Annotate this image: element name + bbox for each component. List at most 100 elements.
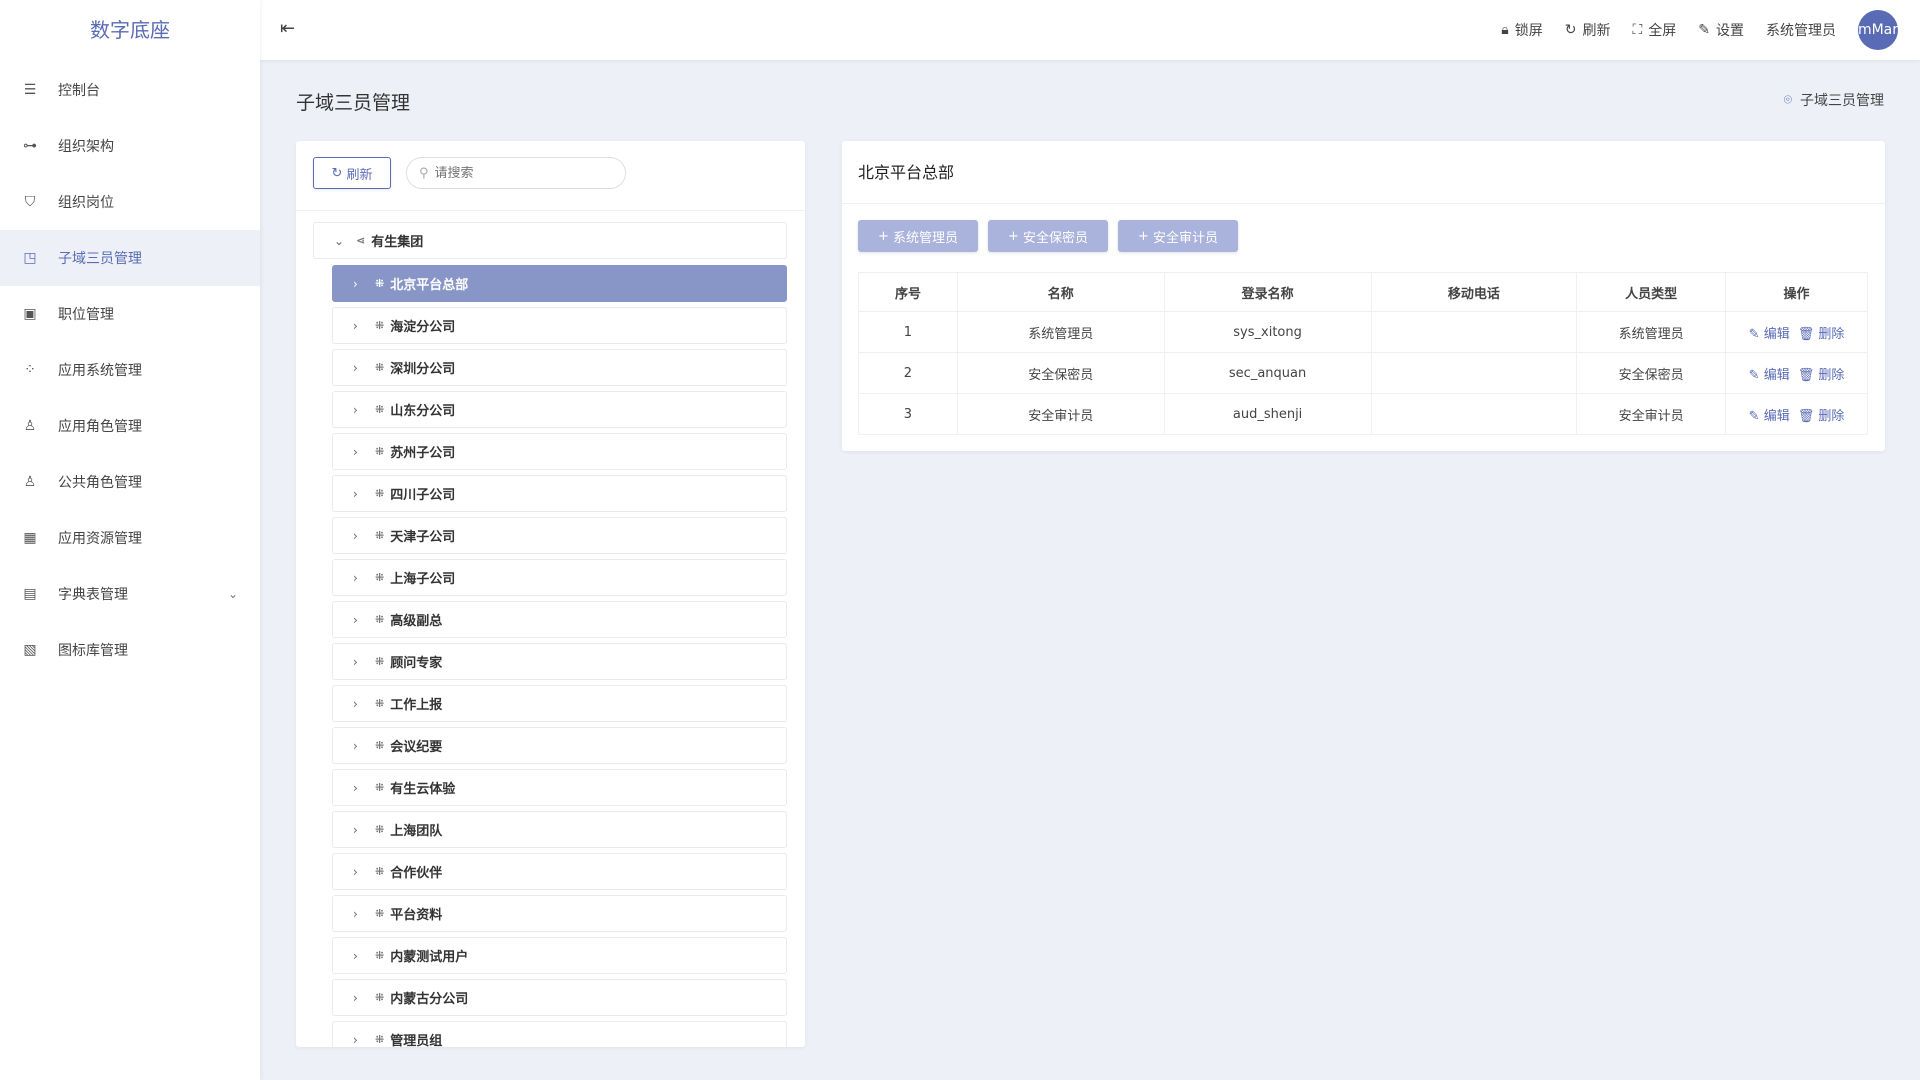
tree-node[interactable]: › ⁜ 顾问专家 (332, 643, 787, 680)
sidebar-item-7[interactable]: ♙ 公共角色管理 (0, 454, 260, 510)
cell-actions: ✎ 编辑 🗑︎ 删除 (1725, 393, 1868, 435)
lock-screen-button[interactable]: 🔒︎ 锁屏 (1501, 20, 1542, 40)
chevron-right-icon[interactable]: › (353, 864, 358, 879)
tree-node-label: 上海团队 (390, 824, 443, 839)
chevron-right-icon[interactable]: › (353, 696, 358, 711)
tree-node[interactable]: › ⁜ 天津子公司 (332, 517, 787, 554)
tree-node[interactable]: › ⁜ 北京平台总部 (332, 265, 787, 302)
chevron-right-icon[interactable]: › (353, 738, 358, 753)
chevron-right-icon[interactable]: › (353, 906, 358, 921)
cell-name: 系统管理员 (956, 311, 1165, 353)
cell-no: 3 (858, 393, 958, 435)
delete-button[interactable]: 🗑︎ 删除 (1798, 327, 1845, 342)
sidebar-item-label: 子域三员管理 (58, 251, 142, 267)
fullscreen-button[interactable]: ⛶ 全屏 (1632, 20, 1676, 40)
cell-phone (1370, 393, 1578, 435)
sidebar-item-6[interactable]: ♙ 应用角色管理 (0, 398, 260, 454)
chevron-right-icon[interactable]: › (353, 318, 358, 333)
tree-node-root[interactable]: ⌄ ⋖ 有生集团 (313, 222, 787, 259)
sidebar-item-4[interactable]: ▣ 职位管理 (0, 286, 260, 342)
delete-button[interactable]: 🗑︎ 删除 (1798, 368, 1845, 383)
add-security-officer-button[interactable]: + 安全保密员 (988, 220, 1108, 252)
add-system-admin-button[interactable]: + 系统管理员 (858, 220, 978, 252)
tree-node[interactable]: › ⁜ 高级副总 (332, 601, 787, 638)
node-icon: ⁜ (375, 781, 385, 794)
chevron-right-icon[interactable]: › (353, 780, 358, 795)
node-icon: ⁜ (375, 487, 385, 500)
tree-node[interactable]: › ⁜ 上海团队 (332, 811, 787, 848)
chevron-right-icon[interactable]: › (353, 654, 358, 669)
tree-node[interactable]: › ⁜ 管理员组 (332, 1021, 787, 1047)
chevron-right-icon[interactable]: › (353, 402, 358, 417)
sidebar-item-1[interactable]: ⊶ 组织架构 (0, 118, 260, 174)
tree-node[interactable]: › ⁜ 四川子公司 (332, 475, 787, 512)
node-icon: ⁜ (375, 277, 385, 290)
edit-button[interactable]: ✎ 编辑 (1749, 327, 1790, 342)
chevron-right-icon[interactable]: › (353, 948, 358, 963)
chevron-right-icon[interactable]: › (353, 444, 358, 459)
id-card-icon: ▣ (23, 306, 37, 322)
tree-node[interactable]: › ⁜ 有生云体验 (332, 769, 787, 806)
chevron-down-icon[interactable]: ⌄ (334, 233, 345, 248)
tree-search-input[interactable] (434, 165, 595, 181)
chevron-down-icon[interactable]: ⌄ (227, 587, 238, 601)
tree-node[interactable]: › ⁜ 上海子公司 (332, 559, 787, 596)
tree-node[interactable]: › ⁜ 深圳分公司 (332, 349, 787, 386)
trash-icon: 🗑︎ (1797, 408, 1815, 424)
chevron-right-icon[interactable]: › (353, 486, 358, 501)
tree-refresh-button[interactable]: ↻ 刷新 (313, 157, 391, 189)
node-icon: ⁜ (375, 739, 385, 752)
user-name[interactable]: 系统管理员 (1766, 23, 1836, 39)
node-icon: ⁜ (375, 949, 385, 962)
sidebar-item-5[interactable]: ⁘ 应用系统管理 (0, 342, 260, 398)
chevron-right-icon[interactable]: › (353, 612, 358, 627)
chevron-right-icon[interactable]: › (353, 570, 358, 585)
column-header: 名称 (956, 272, 1165, 312)
settings-button[interactable]: ✎ 设置 (1698, 20, 1744, 40)
sidebar-item-9[interactable]: ▤ 字典表管理 ⌄ (0, 566, 260, 622)
tree-search[interactable]: ⚲ (406, 157, 626, 189)
tree-node-label: 苏州子公司 (390, 446, 456, 461)
node-icon: ⁜ (375, 697, 385, 710)
edit-button[interactable]: ✎ 编辑 (1749, 409, 1790, 424)
add-security-auditor-button[interactable]: + 安全审计员 (1118, 220, 1238, 252)
refresh-page-button[interactable]: ↻ 刷新 (1565, 20, 1611, 40)
sidebar-item-10[interactable]: ▧ 图标库管理 (0, 622, 260, 678)
sidebar-item-3[interactable]: ◳ 子域三员管理 (0, 230, 260, 286)
delete-label: 删除 (1818, 326, 1845, 342)
chevron-right-icon[interactable]: › (353, 1032, 358, 1047)
chevron-right-icon[interactable]: › (353, 528, 358, 543)
cell-type: 系统管理员 (1576, 311, 1727, 353)
collapse-menu-icon[interactable]: ⇤ (280, 18, 296, 39)
chevron-right-icon[interactable]: › (353, 990, 358, 1005)
tree-node[interactable]: › ⁜ 平台资料 (332, 895, 787, 932)
tree-node[interactable]: › ⁜ 工作上报 (332, 685, 787, 722)
tree-refresh-label: 刷新 (346, 167, 373, 183)
avatar[interactable]: mMar (1858, 10, 1898, 50)
chevron-right-icon[interactable]: › (353, 822, 358, 837)
tree-node[interactable]: › ⁜ 海淀分公司 (332, 307, 787, 344)
trash-icon: 🗑︎ (1797, 326, 1815, 342)
node-icon: ⁜ (375, 991, 385, 1004)
detail-panel: 北京平台总部 + 系统管理员 + 安全保密员 + 安全审计员 序号 名称 登录名称 移动电话… (842, 141, 1885, 451)
sidebar-item-2[interactable]: ⛉ 组织岗位 (0, 174, 260, 230)
tree-node[interactable]: › ⁜ 会议纪要 (332, 727, 787, 764)
sliders-icon: ☰ (23, 82, 37, 98)
tree-node[interactable]: › ⁜ 合作伙伴 (332, 853, 787, 890)
sidebar-item-0[interactable]: ☰ 控制台 (0, 62, 260, 118)
edit-label: 编辑 (1763, 326, 1790, 342)
tree-node[interactable]: › ⁜ 内蒙古分公司 (332, 979, 787, 1016)
app-logo: 数字底座 (90, 18, 170, 42)
pencil-icon: ✎ (1748, 326, 1760, 342)
tree-node[interactable]: › ⁜ 内蒙测试用户 (332, 937, 787, 974)
edit-button[interactable]: ✎ 编辑 (1749, 368, 1790, 383)
sidebar-item-8[interactable]: ▦ 应用资源管理 (0, 510, 260, 566)
tree-node[interactable]: › ⁜ 苏州子公司 (332, 433, 787, 470)
book-icon: ▤ (23, 586, 37, 602)
delete-button[interactable]: 🗑︎ 删除 (1798, 409, 1845, 424)
chevron-right-icon[interactable]: › (353, 360, 358, 375)
tree-node[interactable]: › ⁜ 山东分公司 (332, 391, 787, 428)
chevron-right-icon[interactable]: › (353, 276, 358, 291)
node-icon: ⁜ (375, 403, 385, 416)
subdomain-icon: ◳ (23, 250, 37, 266)
